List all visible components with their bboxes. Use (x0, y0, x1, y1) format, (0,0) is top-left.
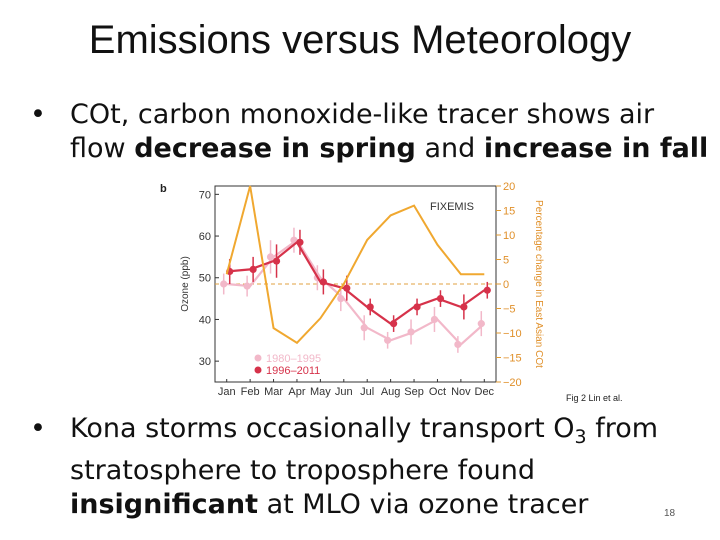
legend-label: 1996–2011 (266, 365, 320, 377)
x-tick-label: Sep (404, 386, 424, 398)
y-tick-label: 60 (199, 231, 211, 243)
x-tick-label: Dec (475, 386, 495, 398)
bullet-text-part: and (415, 133, 484, 164)
data-point (390, 320, 398, 328)
panel-label: b (160, 183, 167, 195)
data-point (483, 286, 491, 294)
page-number: 18 (664, 508, 676, 519)
data-point (436, 294, 445, 303)
right-tick-label: −10 (503, 328, 522, 340)
x-tick-label: May (310, 386, 331, 398)
cot-change-line (225, 185, 485, 345)
data-point (477, 320, 485, 328)
x-tick-label: Jan (218, 386, 236, 398)
right-tick-label: −20 (503, 377, 522, 389)
data-point (243, 282, 251, 290)
fixemis-label: FIXEMIS (430, 201, 474, 213)
data-point (360, 324, 368, 332)
figure-caption: Fig 2 Lin et al. (566, 393, 623, 403)
x-tick-label: Apr (288, 386, 305, 398)
y-tick-label: 50 (199, 273, 211, 285)
right-tick-label: −15 (503, 353, 522, 365)
bullet-text: Kona storms occasionally transport O3 fr… (70, 412, 690, 522)
bullet-text-part: COt, carbon monoxide-like tracer shows a… (70, 99, 655, 164)
bullet-text: COt, carbon monoxide-like tracer shows a… (70, 98, 710, 166)
right-tick-label: 20 (503, 181, 515, 193)
data-point (337, 294, 345, 303)
data-point (343, 284, 351, 292)
right-tick-label: 10 (503, 230, 515, 242)
data-point (454, 340, 462, 349)
bullet-text-part: Kona storms occasionally transport O (70, 413, 575, 444)
data-point (384, 336, 392, 344)
legend-label: 1980–1995 (266, 353, 321, 365)
x-tick-label: Feb (241, 386, 260, 398)
data-point (296, 238, 304, 246)
right-axis-title: Percentage change in East Asian COt (533, 200, 544, 368)
x-tick-label: Nov (451, 386, 471, 398)
data-point (319, 278, 327, 286)
data-point (266, 253, 275, 261)
bullet-text-bold: decrease in spring (134, 133, 416, 164)
x-tick-label: Jul (360, 386, 374, 398)
data-point (430, 315, 439, 324)
bullet-dot: • (30, 99, 46, 130)
data-point (220, 280, 228, 288)
bullet-dot: • (30, 413, 46, 444)
slide-title: Emissions versus Meteorology (88, 18, 632, 62)
data-point (366, 303, 374, 311)
bullet-text-bold: increase in fall (483, 133, 709, 164)
bullet-text-bold: insignificant (70, 489, 258, 520)
y-tick-label: 40 (199, 314, 211, 326)
x-tick-label: Oct (429, 386, 446, 398)
legend-marker (254, 354, 262, 362)
x-tick-label: Mar (264, 386, 283, 398)
y-axis-title: Ozone (ppb) (180, 256, 191, 312)
legend-marker (254, 366, 262, 374)
right-tick-label: 0 (503, 279, 509, 291)
right-tick-label: 15 (503, 206, 515, 218)
x-tick-label: Aug (381, 386, 401, 398)
data-point (249, 265, 257, 274)
bullet-text-part: from stratosphere to troposphere found (70, 413, 659, 486)
data-point (272, 257, 281, 265)
y-tick-label: 70 (199, 189, 211, 201)
data-point (407, 328, 415, 336)
bullet-subscript: 3 (574, 426, 587, 448)
right-tick-label: −5 (503, 304, 516, 316)
data-point (460, 303, 468, 311)
data-point (413, 303, 421, 311)
right-tick-label: 5 (503, 255, 509, 267)
x-tick-label: Jun (335, 386, 353, 398)
bullet-text-part: at MLO via ozone tracer (257, 489, 589, 520)
y-tick-label: 30 (199, 356, 211, 368)
